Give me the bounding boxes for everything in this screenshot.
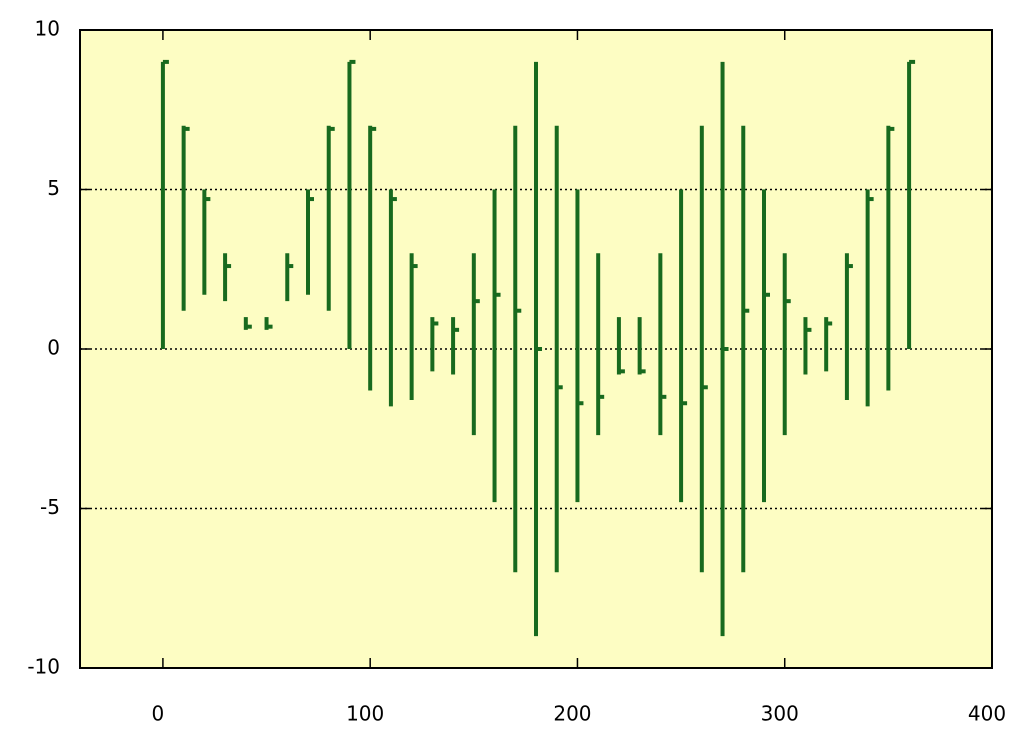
y-tick-label: 5 — [47, 176, 60, 200]
x-tick-label: 400 — [968, 702, 1006, 726]
y-tick-label: 10 — [35, 17, 60, 41]
y-tick-label: -10 — [27, 655, 60, 679]
y-tick-label: -5 — [40, 495, 60, 519]
x-tick-label: 300 — [761, 702, 799, 726]
y-tick-label: 0 — [47, 336, 60, 360]
plot-frame — [79, 29, 993, 669]
x-tick-label: 0 — [152, 702, 165, 726]
x-tick-label: 200 — [553, 702, 591, 726]
x-tick-label: 100 — [346, 702, 384, 726]
